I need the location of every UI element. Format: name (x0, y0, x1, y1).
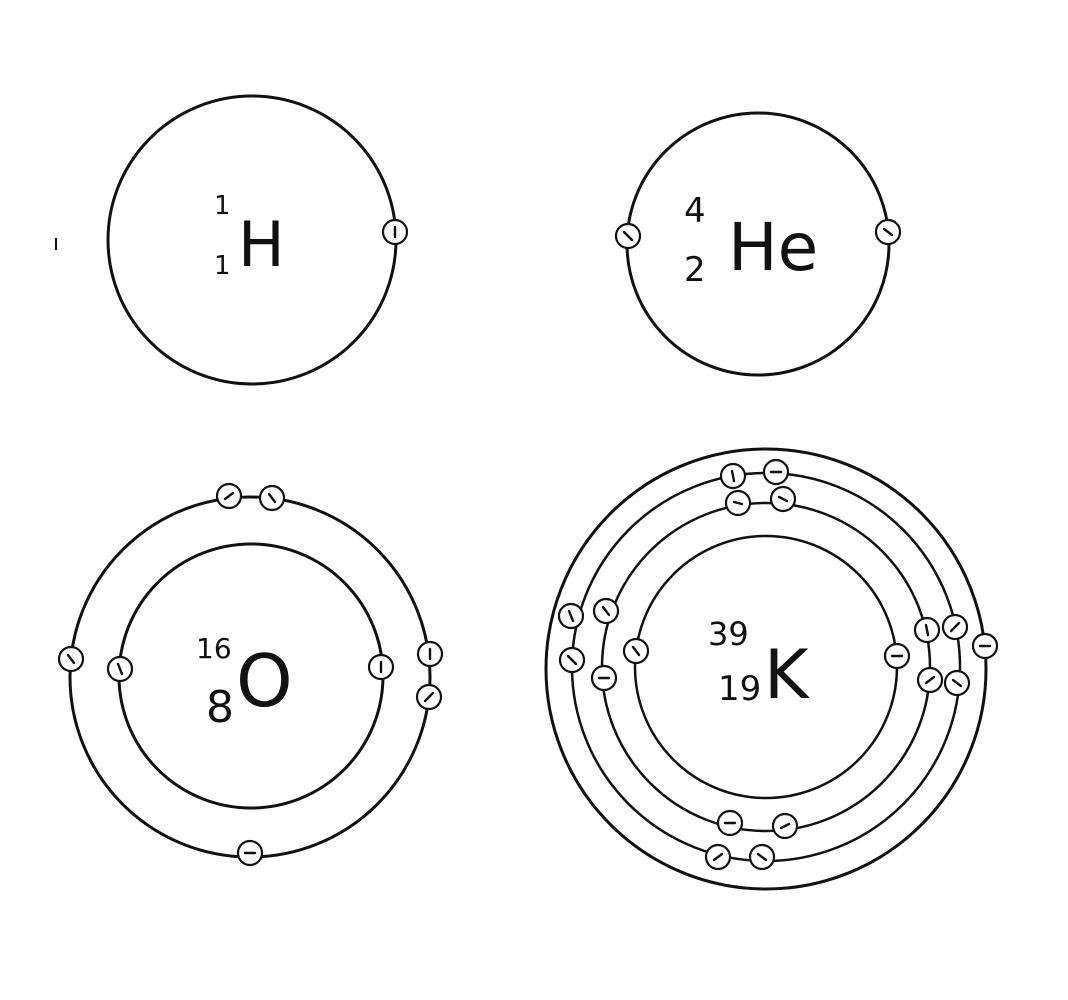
potassium-symbol: K (764, 636, 811, 715)
potassium-electron-9 (716, 809, 744, 837)
potassium-atomic-number: 19 (718, 669, 761, 709)
atom-potassium: 39 19 K (544, 447, 999, 891)
potassium-electron-7 (913, 616, 941, 644)
oxygen-electron-4 (258, 484, 286, 512)
hydrogen-atomic-number: 1 (214, 251, 231, 281)
potassium-mass-number: 39 (708, 615, 749, 653)
atom-helium: 4 2 He (614, 111, 902, 377)
potassium-electron-13 (557, 602, 585, 630)
potassium-electron-14 (558, 646, 586, 674)
oxygen-electron-7 (415, 683, 443, 711)
atom-oxygen: 16 8 O (57, 482, 444, 867)
hydrogen-symbol: H (238, 208, 285, 281)
helium-electron-2 (874, 218, 902, 246)
helium-mass-number: 4 (684, 191, 706, 231)
potassium-electron-19 (971, 632, 999, 660)
oxygen-atomic-number: 8 (206, 682, 234, 733)
potassium-electron-8 (916, 666, 944, 694)
oxygen-electron-8 (236, 839, 264, 867)
potassium-shell-4 (544, 447, 988, 891)
helium-symbol: He (728, 209, 818, 286)
potassium-electron-6 (590, 664, 618, 692)
potassium-electron-15 (941, 613, 969, 641)
potassium-electron-11 (719, 462, 747, 490)
potassium-electron-17 (704, 843, 732, 871)
oxygen-electron-3 (215, 482, 243, 510)
oxygen-electron-2 (367, 653, 395, 681)
potassium-electron-5 (592, 597, 620, 625)
atom-hydrogen: 1 1 H (106, 94, 409, 386)
oxygen-symbol: O (236, 639, 293, 723)
oxygen-electron-5 (57, 645, 85, 673)
oxygen-electron-1 (106, 655, 134, 683)
helium-atomic-number: 2 (684, 250, 706, 290)
potassium-electron-1 (622, 637, 650, 665)
hydrogen-electron (381, 218, 409, 246)
potassium-electron-2 (883, 642, 911, 670)
potassium-electron-18 (748, 843, 776, 871)
helium-electron-1 (614, 222, 642, 250)
potassium-electron-10 (771, 812, 799, 840)
oxygen-mass-number: 16 (196, 632, 232, 665)
potassium-electron-12 (762, 458, 790, 486)
potassium-electron-16 (943, 669, 971, 697)
potassium-electron-3 (724, 489, 752, 517)
potassium-electron-4 (769, 485, 797, 513)
hydrogen-mass-number: 1 (214, 191, 231, 221)
oxygen-electron-6 (416, 640, 444, 668)
